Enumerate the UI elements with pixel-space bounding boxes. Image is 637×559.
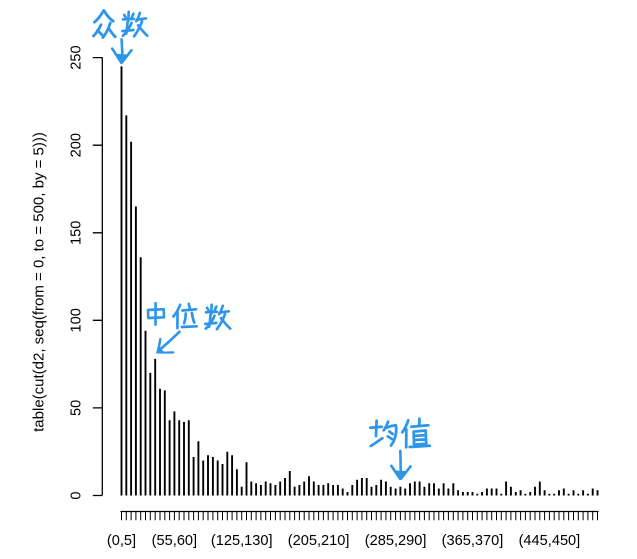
svg-text:(125,130]: (125,130] (211, 533, 273, 549)
svg-text:(205,210]: (205,210] (288, 533, 350, 549)
svg-text:(445,450]: (445,450] (519, 533, 581, 549)
svg-text:(285,290]: (285,290] (365, 533, 427, 549)
svg-text:(55,60]: (55,60] (152, 533, 197, 549)
svg-text:100: 100 (69, 308, 85, 332)
svg-text:150: 150 (69, 221, 85, 245)
svg-text:(365,370]: (365,370] (442, 533, 504, 549)
svg-text:table(cut(d2, seq(from = 0, to: table(cut(d2, seq(from = 0, to = 500, by… (31, 132, 48, 432)
svg-text:0: 0 (69, 491, 85, 499)
svg-text:(0,5]: (0,5] (107, 533, 136, 549)
svg-text:200: 200 (69, 133, 85, 157)
svg-text:50: 50 (69, 400, 85, 416)
svg-text:250: 250 (69, 45, 85, 69)
